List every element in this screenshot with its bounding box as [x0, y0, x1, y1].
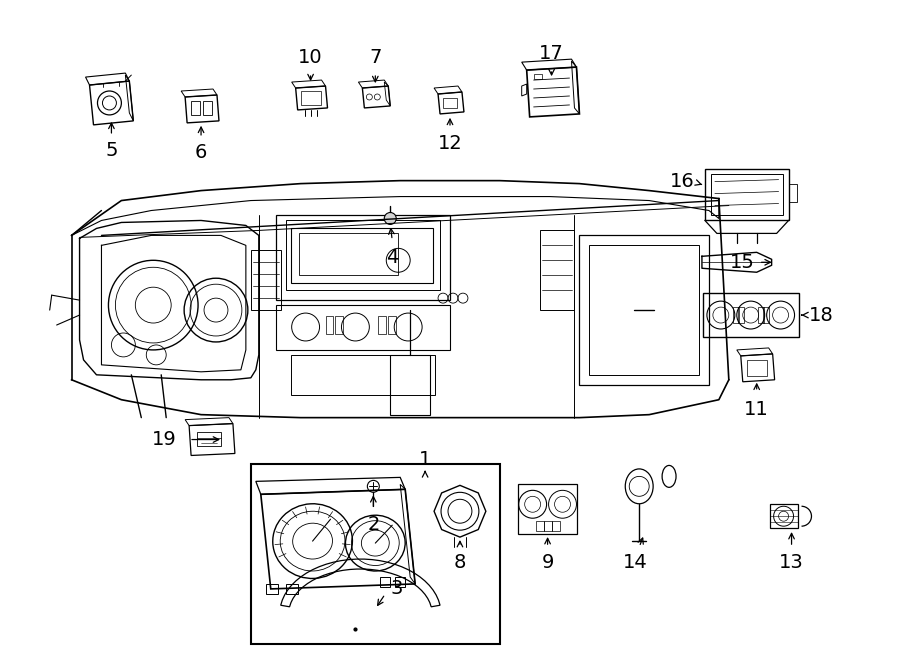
Bar [762, 307, 769, 323]
Text: 14: 14 [623, 553, 648, 572]
Bar [536, 521, 544, 531]
Bar [711, 174, 783, 215]
Bar [285, 584, 298, 594]
Bar [275, 215, 450, 300]
Bar [203, 101, 212, 115]
Bar [544, 521, 552, 531]
Text: 17: 17 [539, 44, 564, 63]
Text: 15: 15 [730, 253, 755, 272]
Text: 9: 9 [542, 553, 554, 572]
Text: 4: 4 [386, 249, 399, 267]
Bar [381, 577, 391, 587]
Bar [391, 355, 430, 414]
Bar [580, 235, 709, 385]
Bar [191, 101, 200, 115]
Text: 11: 11 [744, 400, 770, 418]
Bar [770, 504, 797, 528]
Text: 6: 6 [195, 143, 207, 162]
Bar [518, 485, 578, 534]
Text: 19: 19 [151, 430, 176, 449]
Bar [275, 305, 450, 350]
Text: 12: 12 [437, 134, 463, 153]
Text: 10: 10 [298, 48, 323, 67]
Bar [285, 221, 440, 290]
Bar [301, 91, 320, 105]
Bar [590, 245, 699, 375]
Bar [395, 577, 405, 587]
Bar [747, 360, 767, 376]
Bar [534, 74, 542, 79]
Bar [251, 251, 281, 310]
Circle shape [384, 212, 396, 225]
Bar [388, 316, 396, 334]
Bar [758, 307, 764, 323]
Text: 3: 3 [391, 580, 402, 598]
Bar [326, 316, 334, 334]
Bar [540, 231, 574, 310]
Bar [738, 307, 743, 323]
Text: 7: 7 [369, 48, 382, 67]
Bar [266, 584, 278, 594]
Bar [552, 521, 560, 531]
Bar [703, 293, 798, 337]
Bar [291, 229, 433, 283]
Bar [443, 98, 457, 108]
Bar [733, 307, 739, 323]
Bar [788, 184, 796, 202]
Bar [291, 355, 435, 395]
Bar [336, 316, 344, 334]
Text: 16: 16 [670, 172, 695, 191]
Bar [251, 465, 500, 644]
Bar [299, 233, 398, 275]
Text: 2: 2 [367, 515, 380, 534]
Bar [378, 316, 386, 334]
Text: 1: 1 [418, 450, 431, 469]
Text: 13: 13 [779, 553, 804, 572]
Text: 18: 18 [808, 305, 833, 325]
Bar [705, 169, 788, 221]
Bar [197, 432, 221, 446]
Text: 8: 8 [454, 553, 466, 572]
Text: 5: 5 [105, 141, 118, 160]
